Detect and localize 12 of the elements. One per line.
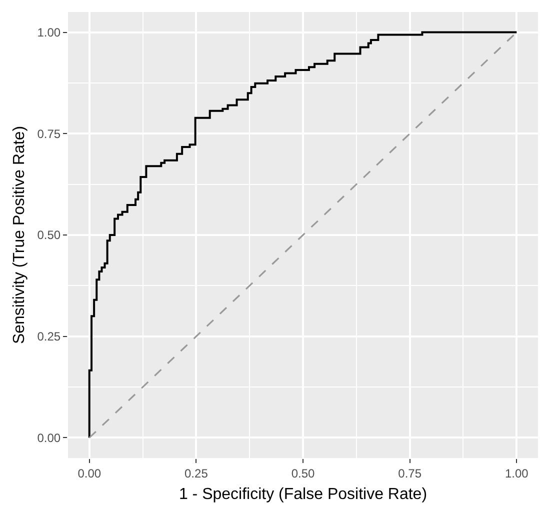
- y-tick-label: 1.00: [37, 25, 61, 40]
- x-tick-label: 0.25: [184, 466, 208, 480]
- y-tick-label: 0.50: [37, 228, 61, 242]
- x-tick-label: 0.75: [398, 466, 422, 480]
- y-axis-title: Sensitivity (True Positive Rate): [11, 126, 28, 344]
- y-tick-label: 0.00: [37, 430, 61, 445]
- x-tick-label: 0.50: [291, 466, 315, 480]
- y-tick-label: 0.75: [37, 126, 61, 141]
- x-tick-label: 1.00: [504, 466, 529, 480]
- x-tick-label: 0.00: [78, 466, 102, 480]
- x-axis-title: 1 - Specificity (False Positive Rate): [178, 486, 428, 504]
- y-tick-label: 0.25: [37, 330, 61, 344]
